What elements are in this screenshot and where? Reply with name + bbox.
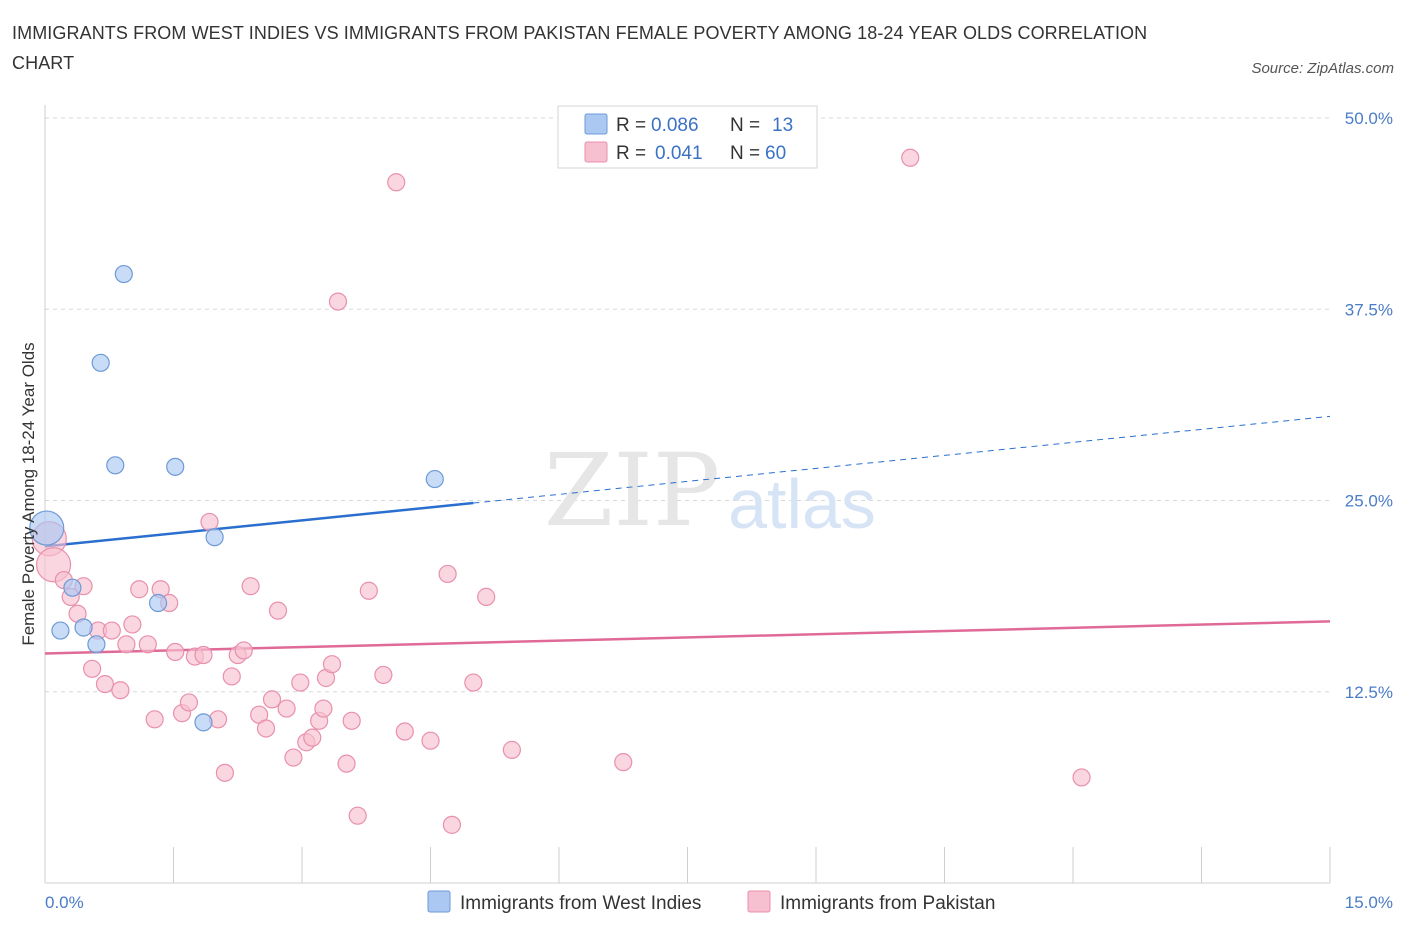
point-pakistan [102,621,121,640]
point-pakistan [83,659,102,678]
legend-swatch-west-indies [584,113,608,135]
bottom-legend-pakistan: Immigrants from Pakistan [780,893,995,914]
point-pakistan [314,699,333,718]
point-pakistan [234,641,253,660]
bottom-legend-west-indies: Immigrants from West Indies [460,893,701,914]
chart-title: IMMIGRANTS FROM WEST INDIES VS IMMIGRANT… [12,23,1148,73]
point-west-indies [148,593,168,613]
legend-r-value-2: 0.041 [655,143,703,164]
trend-line-west-indies-extension [473,415,1331,504]
point-pakistan [303,728,322,747]
point-pakistan [438,564,457,584]
point-pakistan [145,710,164,729]
point-pakistan [268,601,288,620]
point-pakistan [342,711,361,730]
point-pakistan [262,690,282,709]
point-pakistan [374,665,393,685]
watermark-atlas: atlas [728,465,876,543]
point-pakistan [322,655,342,674]
legend-r-value-1: 0.086 [651,115,699,136]
point-west-indies [29,510,65,546]
legend-n-value-2: 60 [765,143,786,164]
point-west-indies [114,264,133,284]
y-tick-label: 12.5% [1345,683,1393,702]
point-pakistan [130,580,149,599]
point-pakistan [179,693,199,712]
point-pakistan [291,673,310,692]
point-pakistan [614,753,633,772]
trend-line-west-indies [44,501,474,548]
legend-n-label-2: N = [730,143,760,164]
point-west-indies [91,353,110,372]
point-pakistan [111,681,130,700]
watermark-zip: ZIP [544,432,720,549]
x-tick-label: 0.0% [45,893,84,912]
point-west-indies [205,528,224,547]
trend-line-pakistan [44,620,1331,655]
point-pakistan [502,740,521,759]
point-pakistan [1072,768,1091,787]
bottom-legend-swatch-west-indies [427,890,451,913]
y-axis-title: Female Poverty Among 18-24 Year Olds [19,342,38,645]
legend-r-label-1: R = [616,115,646,136]
point-west-indies [87,635,106,654]
point-pakistan [200,512,219,532]
point-pakistan [337,754,356,773]
bottom-legend: Immigrants from West Indies Immigrants f… [427,890,995,914]
trend-layer [44,415,1331,655]
point-pakistan [387,173,406,192]
source-label: Source: ZipAtlas.com [1251,60,1394,77]
y-tick-label: 37.5% [1345,300,1393,319]
top-legend: R = 0.086 N = 13 R = 0.041 N = 60 [557,105,818,169]
point-pakistan [256,719,276,738]
point-pakistan [215,763,234,782]
axes-layer: 12.5% 25.0% 37.5% 50.0% 0.0% 15.0% [44,105,1393,912]
legend-n-label-1: N = [730,115,760,136]
legend-n-value-1: 13 [772,115,793,136]
point-pakistan [95,674,115,694]
point-pakistan [395,722,414,741]
point-pakistan [359,581,378,600]
x-tick-label: 15.0% [1345,893,1393,912]
point-west-indies [166,457,185,476]
point-west-indies [194,713,213,732]
point-west-indies [106,456,125,475]
point-pakistan [421,731,440,750]
point-pakistan [284,748,303,767]
point-pakistan [442,815,462,834]
point-west-indies [425,469,444,489]
watermark: ZIP atlas [544,432,876,549]
point-pakistan [123,615,142,634]
point-pakistan [241,577,260,596]
point-west-indies [63,578,82,597]
points-layer [29,148,1091,834]
legend-swatch-pakistan [584,141,608,163]
bottom-legend-swatch-pakistan [747,890,771,913]
point-pakistan [222,667,241,686]
point-pakistan [194,645,213,665]
grid-layer [45,117,1330,693]
point-pakistan [477,587,496,606]
point-pakistan [328,292,348,311]
point-pakistan [117,635,136,654]
point-pakistan [901,148,920,167]
point-pakistan [166,642,185,662]
point-pakistan [277,699,296,718]
legend-r-label-2: R = [616,143,646,164]
point-west-indies [51,621,70,640]
point-pakistan [348,806,367,825]
y-tick-label: 25.0% [1345,492,1393,511]
point-west-indies [74,618,93,637]
y-tick-label: 50.0% [1345,109,1393,128]
point-pakistan [464,673,483,692]
point-pakistan [138,635,157,654]
